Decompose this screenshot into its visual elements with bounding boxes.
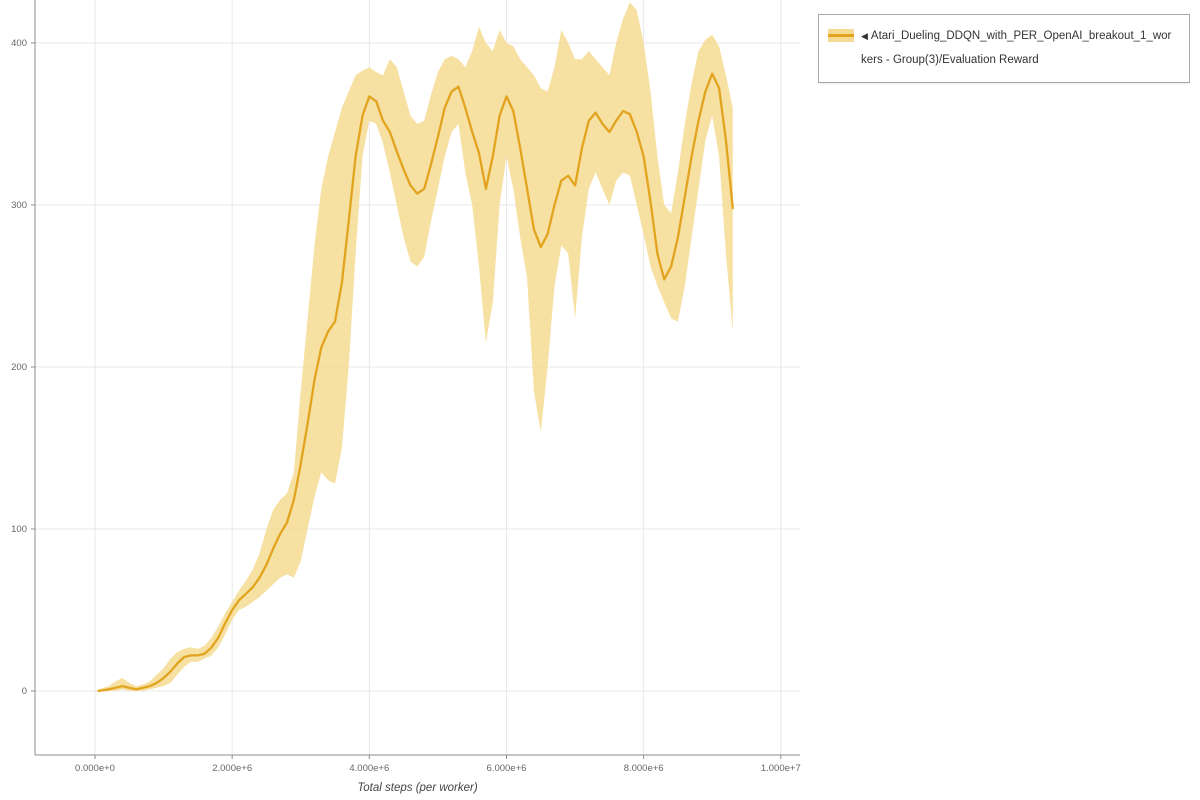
series-color-swatch [828, 29, 854, 42]
collapse-triangle-icon[interactable]: ◀ [861, 31, 868, 41]
mean-reward-line [97, 72, 734, 693]
x-tick-label: 1.000e+7 [761, 763, 801, 774]
x-tick-label: 4.000e+6 [349, 763, 389, 774]
legend[interactable]: ◀ Atari_Dueling_DDQN_with_PER_OpenAI_brea… [818, 14, 1190, 83]
x-tick-label: 0.000e+0 [75, 763, 115, 774]
series-line-sample [828, 34, 854, 37]
confidence-band [98, 2, 733, 691]
x-tick-label: 8.000e+6 [624, 763, 664, 774]
legend-label: Atari_Dueling_DDQN_with_PER_OpenAI_break… [861, 30, 1172, 66]
y-tick-label: 0 [22, 686, 27, 697]
x-tick-label: 2.000e+6 [212, 763, 252, 774]
legend-entry: ◀ Atari_Dueling_DDQN_with_PER_OpenAI_brea… [861, 24, 1173, 72]
x-axis-title: Total steps (per worker) [357, 782, 478, 794]
x-tick-label: 6.000e+6 [487, 763, 527, 774]
y-tick-label: 200 [11, 362, 27, 373]
y-tick-label: 300 [11, 200, 27, 211]
y-tick-label: 100 [11, 524, 27, 535]
y-tick-label: 400 [11, 38, 27, 49]
